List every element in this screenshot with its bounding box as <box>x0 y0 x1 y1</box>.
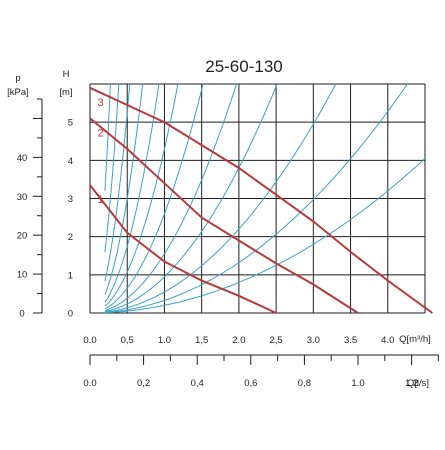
x-axis-flow-ls-tick-label: 1.2 <box>405 378 418 389</box>
pump-curve-label: 2 <box>97 127 103 139</box>
pump-curve-line <box>89 117 359 314</box>
pump-curve-line <box>89 184 277 314</box>
x-axis-flow-ls-tick-label: 0,8 <box>298 378 311 389</box>
x-axis-flow-ls-tick-label: 0,6 <box>244 378 257 389</box>
x-axis-flow-tick-label: 3.0 <box>307 335 320 346</box>
x-axis-flow-tick-label: 2.0 <box>232 335 245 346</box>
x-axis-flow-tick-label: 3.5 <box>344 335 357 346</box>
system-curve-line <box>104 83 160 303</box>
chart-grid <box>89 83 426 314</box>
y-axis-head-tick-label: 5 <box>68 118 73 129</box>
pump-curve-label: 3 <box>97 97 103 109</box>
chart-title: 25-60-130 <box>205 57 283 76</box>
y-axis-head-ticks: 0 1 2 3 4 5 <box>68 118 73 320</box>
y-axis-head-tick-label: 0 <box>68 309 73 320</box>
pump-curve-line <box>89 86 433 314</box>
system-curve-line <box>104 83 144 295</box>
y-axis-unit-head: [m] <box>59 87 72 98</box>
y-axis-head-tick-label: 2 <box>68 232 73 243</box>
y-axis-pressure-tick-label: 20 <box>17 231 28 242</box>
system-curves <box>104 83 426 314</box>
y-axis-pressure-tick-label: 30 <box>17 192 28 203</box>
system-curve-line <box>104 83 337 313</box>
x-axis-flow-tick-label: 0,5 <box>121 335 134 346</box>
y-axis-pressure-tick-label: 10 <box>17 270 28 281</box>
y-axis-pressure: 0 10 20 30 40 <box>17 98 43 320</box>
pump-curves <box>89 86 433 314</box>
y-axis-head-tick-label: 4 <box>68 156 73 167</box>
y-axis-unit-pressure: [kPa] <box>7 87 29 98</box>
y-axis-head-tick-label: 3 <box>68 194 73 205</box>
x-axis-flow-ls-tick-label: 0,2 <box>137 378 150 389</box>
pump-curve-label: 1 <box>97 194 103 206</box>
x-axis-flow-tick-label: 2,5 <box>270 335 283 346</box>
x-axis-flow-tick-label: 4.0 <box>381 335 394 346</box>
system-curve-line <box>104 83 111 191</box>
x-axis-flow-tick-label: 1.0 <box>158 335 171 346</box>
x-axis-flow-ls: 0.0 0,2 0,4 0,6 0,8 1.0 1.2 <box>83 354 439 389</box>
system-curve-line <box>104 83 120 252</box>
x-axis-flow-ls-tick-label: 0.0 <box>83 378 96 389</box>
system-curve-line <box>104 83 278 312</box>
system-curve-line <box>104 83 237 312</box>
system-curve-line <box>104 83 204 310</box>
x-axis-flow-ls-tick-label: 0,4 <box>191 378 204 389</box>
y-axis-label-head: H <box>63 69 70 80</box>
y-axis-label-pressure: p <box>15 73 20 84</box>
x-axis-flow-ls-tick-label: 1.0 <box>351 378 364 389</box>
x-axis-label-flow: Q[m³/h] <box>399 334 431 345</box>
y-axis-pressure-tick-label: 40 <box>17 153 28 164</box>
y-axis-head-tick-label: 1 <box>68 270 73 281</box>
x-axis-flow-tick-label: 0.0 <box>83 335 96 346</box>
x-axis-label-flow-ls: Q[l/s] <box>407 378 429 389</box>
y-axis-pressure-tick-label: 0 <box>19 309 24 320</box>
x-axis-flow-ticks: 0.0 0,5 1.0 1,5 2.0 2,5 3.0 3.5 4.0 <box>83 335 394 346</box>
curve-labels: 1 2 3 <box>97 97 103 206</box>
system-curve-line <box>104 158 426 314</box>
x-axis-flow-tick-label: 1,5 <box>195 335 208 346</box>
system-curve-line <box>104 83 131 282</box>
system-curve-line <box>104 83 179 307</box>
